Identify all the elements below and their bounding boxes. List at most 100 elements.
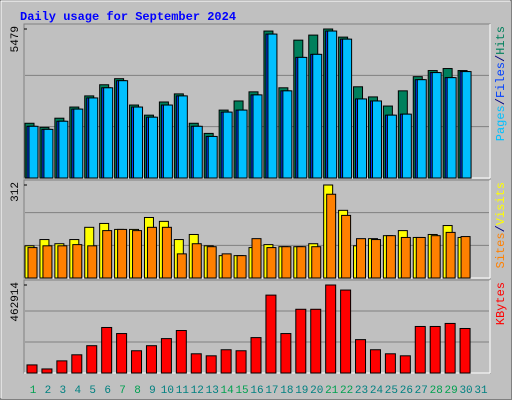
bar bbox=[356, 238, 367, 279]
bar bbox=[207, 135, 218, 179]
x-tick-label: 16 bbox=[250, 385, 263, 397]
bar bbox=[221, 253, 232, 279]
x-tick-label: 15 bbox=[235, 385, 248, 397]
legend-separator: / bbox=[494, 98, 508, 105]
bar bbox=[101, 326, 113, 374]
bar bbox=[161, 226, 172, 279]
legend-entry: Visits bbox=[494, 182, 508, 225]
bar bbox=[251, 238, 262, 279]
x-tick-label: 23 bbox=[355, 385, 368, 397]
legend-entry: Hits bbox=[494, 26, 508, 55]
y-tick-label: 5479 bbox=[10, 26, 22, 52]
bar bbox=[88, 97, 99, 179]
bar bbox=[326, 193, 337, 279]
bar bbox=[385, 235, 396, 279]
bar bbox=[27, 247, 38, 279]
bar bbox=[357, 98, 368, 179]
bar bbox=[295, 308, 307, 374]
bar bbox=[266, 247, 277, 279]
chart-title: Daily usage for September 2024 bbox=[20, 10, 236, 24]
bar bbox=[26, 364, 38, 374]
bar bbox=[340, 289, 352, 374]
bar bbox=[370, 239, 381, 279]
bar bbox=[205, 355, 217, 374]
bar bbox=[206, 246, 217, 279]
legend-entry: Sites bbox=[494, 232, 508, 268]
bar bbox=[118, 80, 129, 179]
x-tick-label: 1 bbox=[30, 385, 37, 397]
x-tick-label: 4 bbox=[74, 385, 81, 397]
legend: Sites/Visits bbox=[494, 182, 508, 268]
x-tick-label: 12 bbox=[191, 385, 204, 397]
bar bbox=[445, 231, 456, 279]
bar bbox=[147, 116, 158, 179]
x-tick-label: 25 bbox=[385, 385, 398, 397]
x-tick-label: 3 bbox=[60, 385, 67, 397]
bar bbox=[296, 246, 307, 279]
x-tick-label: 30 bbox=[459, 385, 472, 397]
x-tick-label: 19 bbox=[295, 385, 308, 397]
bar bbox=[57, 245, 68, 279]
legend-separator: / bbox=[494, 55, 508, 62]
x-tick-label: 11 bbox=[176, 385, 190, 397]
bar bbox=[461, 71, 472, 179]
bar bbox=[416, 79, 427, 179]
bar bbox=[386, 114, 397, 179]
bar bbox=[371, 100, 382, 179]
bar bbox=[310, 308, 322, 374]
x-tick-label: 22 bbox=[340, 385, 353, 397]
y-tick-label: 462914 bbox=[10, 282, 22, 322]
x-tick-label: 28 bbox=[430, 385, 443, 397]
x-tick-label: 7 bbox=[119, 385, 126, 397]
x-tick-label: 27 bbox=[415, 385, 428, 397]
bar bbox=[237, 109, 248, 179]
bar bbox=[327, 30, 338, 179]
bar bbox=[43, 128, 54, 179]
bar bbox=[446, 77, 457, 179]
legend: Pages/Files/Hits bbox=[494, 26, 508, 141]
legend-entry: KBytes bbox=[494, 282, 508, 325]
x-tick-label: 21 bbox=[325, 385, 339, 397]
bar bbox=[175, 330, 187, 374]
x-tick-label: 8 bbox=[134, 385, 141, 397]
bar bbox=[87, 245, 98, 279]
bar bbox=[58, 120, 69, 179]
bar bbox=[103, 87, 114, 179]
bar bbox=[73, 108, 84, 179]
bar bbox=[297, 56, 308, 179]
legend-entry: Files bbox=[494, 62, 508, 98]
x-tick-label: 17 bbox=[265, 385, 278, 397]
bar bbox=[399, 355, 411, 374]
y-tick-label: 312 bbox=[10, 182, 22, 202]
bar bbox=[41, 368, 53, 374]
bar bbox=[369, 349, 381, 374]
bar bbox=[220, 349, 232, 374]
bar bbox=[133, 106, 144, 179]
x-tick-label: 9 bbox=[149, 385, 156, 397]
legend: KBytes bbox=[494, 282, 508, 325]
bar bbox=[72, 244, 83, 279]
bar bbox=[312, 53, 323, 179]
bar bbox=[460, 236, 471, 279]
bar bbox=[282, 90, 293, 179]
bar bbox=[280, 333, 292, 374]
bar bbox=[415, 236, 426, 279]
x-tick-label: 14 bbox=[221, 385, 235, 397]
x-tick-label: 5 bbox=[89, 385, 96, 397]
bar bbox=[71, 354, 83, 374]
x-tick-label: 26 bbox=[400, 385, 413, 397]
bar bbox=[132, 230, 143, 279]
bar bbox=[384, 353, 396, 374]
bar bbox=[56, 360, 68, 374]
bar bbox=[430, 235, 441, 279]
bar bbox=[401, 113, 412, 179]
bar bbox=[162, 104, 173, 179]
x-tick-label: 20 bbox=[310, 385, 323, 397]
bar bbox=[325, 284, 337, 374]
bar bbox=[146, 226, 157, 279]
bar bbox=[252, 94, 263, 179]
x-tick-label: 10 bbox=[161, 385, 174, 397]
bar bbox=[400, 236, 411, 279]
bar bbox=[192, 125, 203, 179]
bar bbox=[28, 125, 39, 179]
